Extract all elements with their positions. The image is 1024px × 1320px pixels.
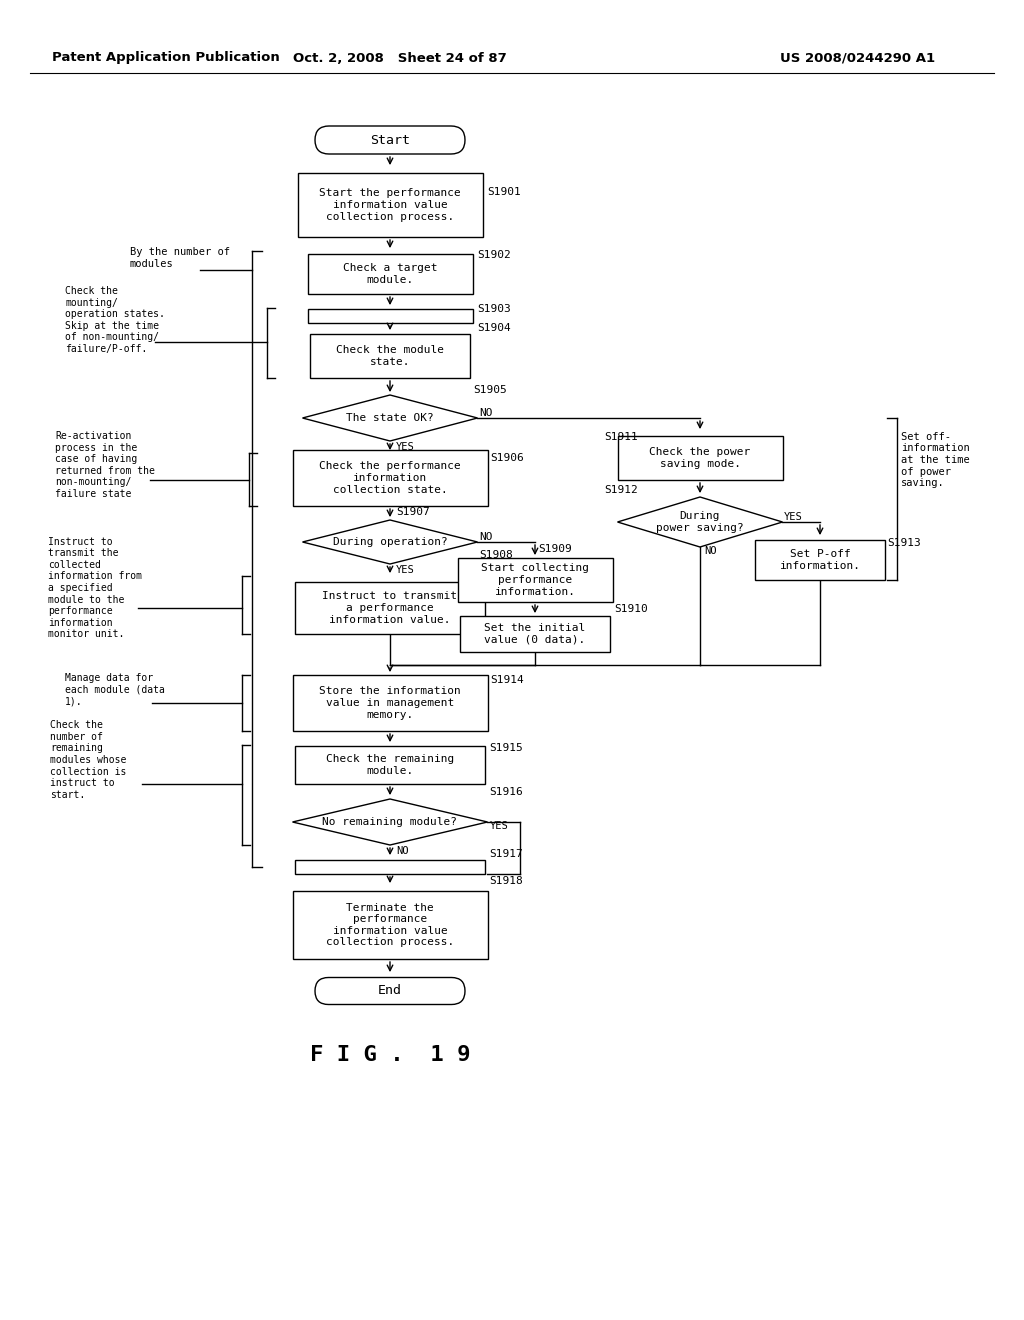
Text: NO: NO [396, 846, 409, 855]
Polygon shape [617, 498, 782, 546]
Text: Check the
number of
remaining
modules whose
collection is
instruct to
start.: Check the number of remaining modules wh… [50, 721, 126, 800]
Text: S1911: S1911 [604, 432, 638, 442]
Text: Patent Application Publication: Patent Application Publication [52, 51, 280, 65]
FancyBboxPatch shape [295, 746, 485, 784]
Text: S1907: S1907 [396, 507, 430, 517]
Text: S1914: S1914 [490, 675, 523, 685]
Text: S1904: S1904 [477, 323, 511, 333]
Text: End: End [378, 985, 402, 998]
Text: F I G .  1 9: F I G . 1 9 [309, 1045, 470, 1065]
FancyBboxPatch shape [293, 450, 487, 506]
Text: S1908: S1908 [479, 550, 513, 560]
FancyBboxPatch shape [307, 309, 472, 323]
Text: S1918: S1918 [489, 876, 522, 886]
Text: The state OK?: The state OK? [346, 413, 434, 422]
Text: Oct. 2, 2008   Sheet 24 of 87: Oct. 2, 2008 Sheet 24 of 87 [293, 51, 507, 65]
Text: Check the performance
information
collection state.: Check the performance information collec… [319, 462, 461, 495]
Text: S1909: S1909 [538, 544, 571, 554]
FancyBboxPatch shape [315, 125, 465, 154]
Text: S1905: S1905 [473, 385, 507, 395]
Text: Set off-
information
at the time
of power
saving.: Set off- information at the time of powe… [901, 432, 970, 488]
Text: S1915: S1915 [489, 743, 522, 752]
Text: YES: YES [396, 565, 415, 576]
FancyBboxPatch shape [307, 253, 472, 294]
Text: During
power saving?: During power saving? [656, 511, 743, 533]
Text: US 2008/0244290 A1: US 2008/0244290 A1 [780, 51, 935, 65]
Text: NO: NO [479, 532, 493, 543]
Text: Check a target
module.: Check a target module. [343, 263, 437, 285]
FancyBboxPatch shape [293, 891, 487, 960]
Text: Start the performance
information value
collection process.: Start the performance information value … [319, 189, 461, 222]
Text: Manage data for
each module (data
1).: Manage data for each module (data 1). [65, 673, 165, 706]
Text: No remaining module?: No remaining module? [323, 817, 458, 828]
FancyBboxPatch shape [617, 436, 782, 480]
Text: Check the module
state.: Check the module state. [336, 346, 444, 367]
Text: Set the initial
value (0 data).: Set the initial value (0 data). [484, 623, 586, 644]
Text: YES: YES [490, 821, 509, 832]
FancyBboxPatch shape [310, 334, 470, 378]
Text: Check the power
saving mode.: Check the power saving mode. [649, 447, 751, 469]
Text: YES: YES [396, 442, 415, 451]
FancyBboxPatch shape [298, 173, 482, 238]
FancyBboxPatch shape [295, 861, 485, 874]
Polygon shape [293, 799, 487, 845]
Text: Terminate the
performance
information value
collection process.: Terminate the performance information va… [326, 903, 454, 948]
Text: Instruct to
transmit the
collected
information from
a specified
module to the
pe: Instruct to transmit the collected infor… [48, 537, 142, 639]
Text: S1910: S1910 [614, 605, 648, 614]
FancyBboxPatch shape [458, 558, 612, 602]
Text: YES: YES [784, 512, 803, 521]
FancyBboxPatch shape [755, 540, 885, 579]
Text: S1906: S1906 [490, 453, 523, 463]
Text: NO: NO [705, 546, 717, 556]
Text: By the number of
modules: By the number of modules [130, 247, 230, 269]
FancyBboxPatch shape [460, 616, 610, 652]
Text: S1913: S1913 [887, 539, 921, 548]
Text: Check the remaining
module.: Check the remaining module. [326, 754, 454, 776]
Text: Re-activation
process in the
case of having
returned from the
non-mounting/
fail: Re-activation process in the case of hav… [55, 432, 155, 499]
Text: During operation?: During operation? [333, 537, 447, 546]
FancyBboxPatch shape [315, 978, 465, 1005]
FancyBboxPatch shape [293, 675, 487, 731]
Text: Store the information
value in management
memory.: Store the information value in managemen… [319, 686, 461, 719]
Text: Instruct to transmit
a performance
information value.: Instruct to transmit a performance infor… [323, 591, 458, 624]
Text: Start: Start [370, 133, 410, 147]
Text: NO: NO [479, 408, 493, 418]
Text: S1912: S1912 [604, 484, 638, 495]
Text: S1916: S1916 [489, 787, 522, 797]
Polygon shape [302, 520, 477, 564]
Text: S1902: S1902 [477, 249, 511, 260]
Polygon shape [302, 395, 477, 441]
Text: S1903: S1903 [477, 304, 511, 314]
Text: S1917: S1917 [489, 849, 522, 859]
FancyBboxPatch shape [295, 582, 485, 634]
Text: Start collecting
performance
information.: Start collecting performance information… [481, 564, 589, 597]
Text: S1901: S1901 [487, 187, 521, 197]
Text: Check the
mounting/
operation states.
Skip at the time
of non-mounting/
failure/: Check the mounting/ operation states. Sk… [65, 286, 165, 354]
Text: Set P-off
information.: Set P-off information. [779, 549, 860, 570]
